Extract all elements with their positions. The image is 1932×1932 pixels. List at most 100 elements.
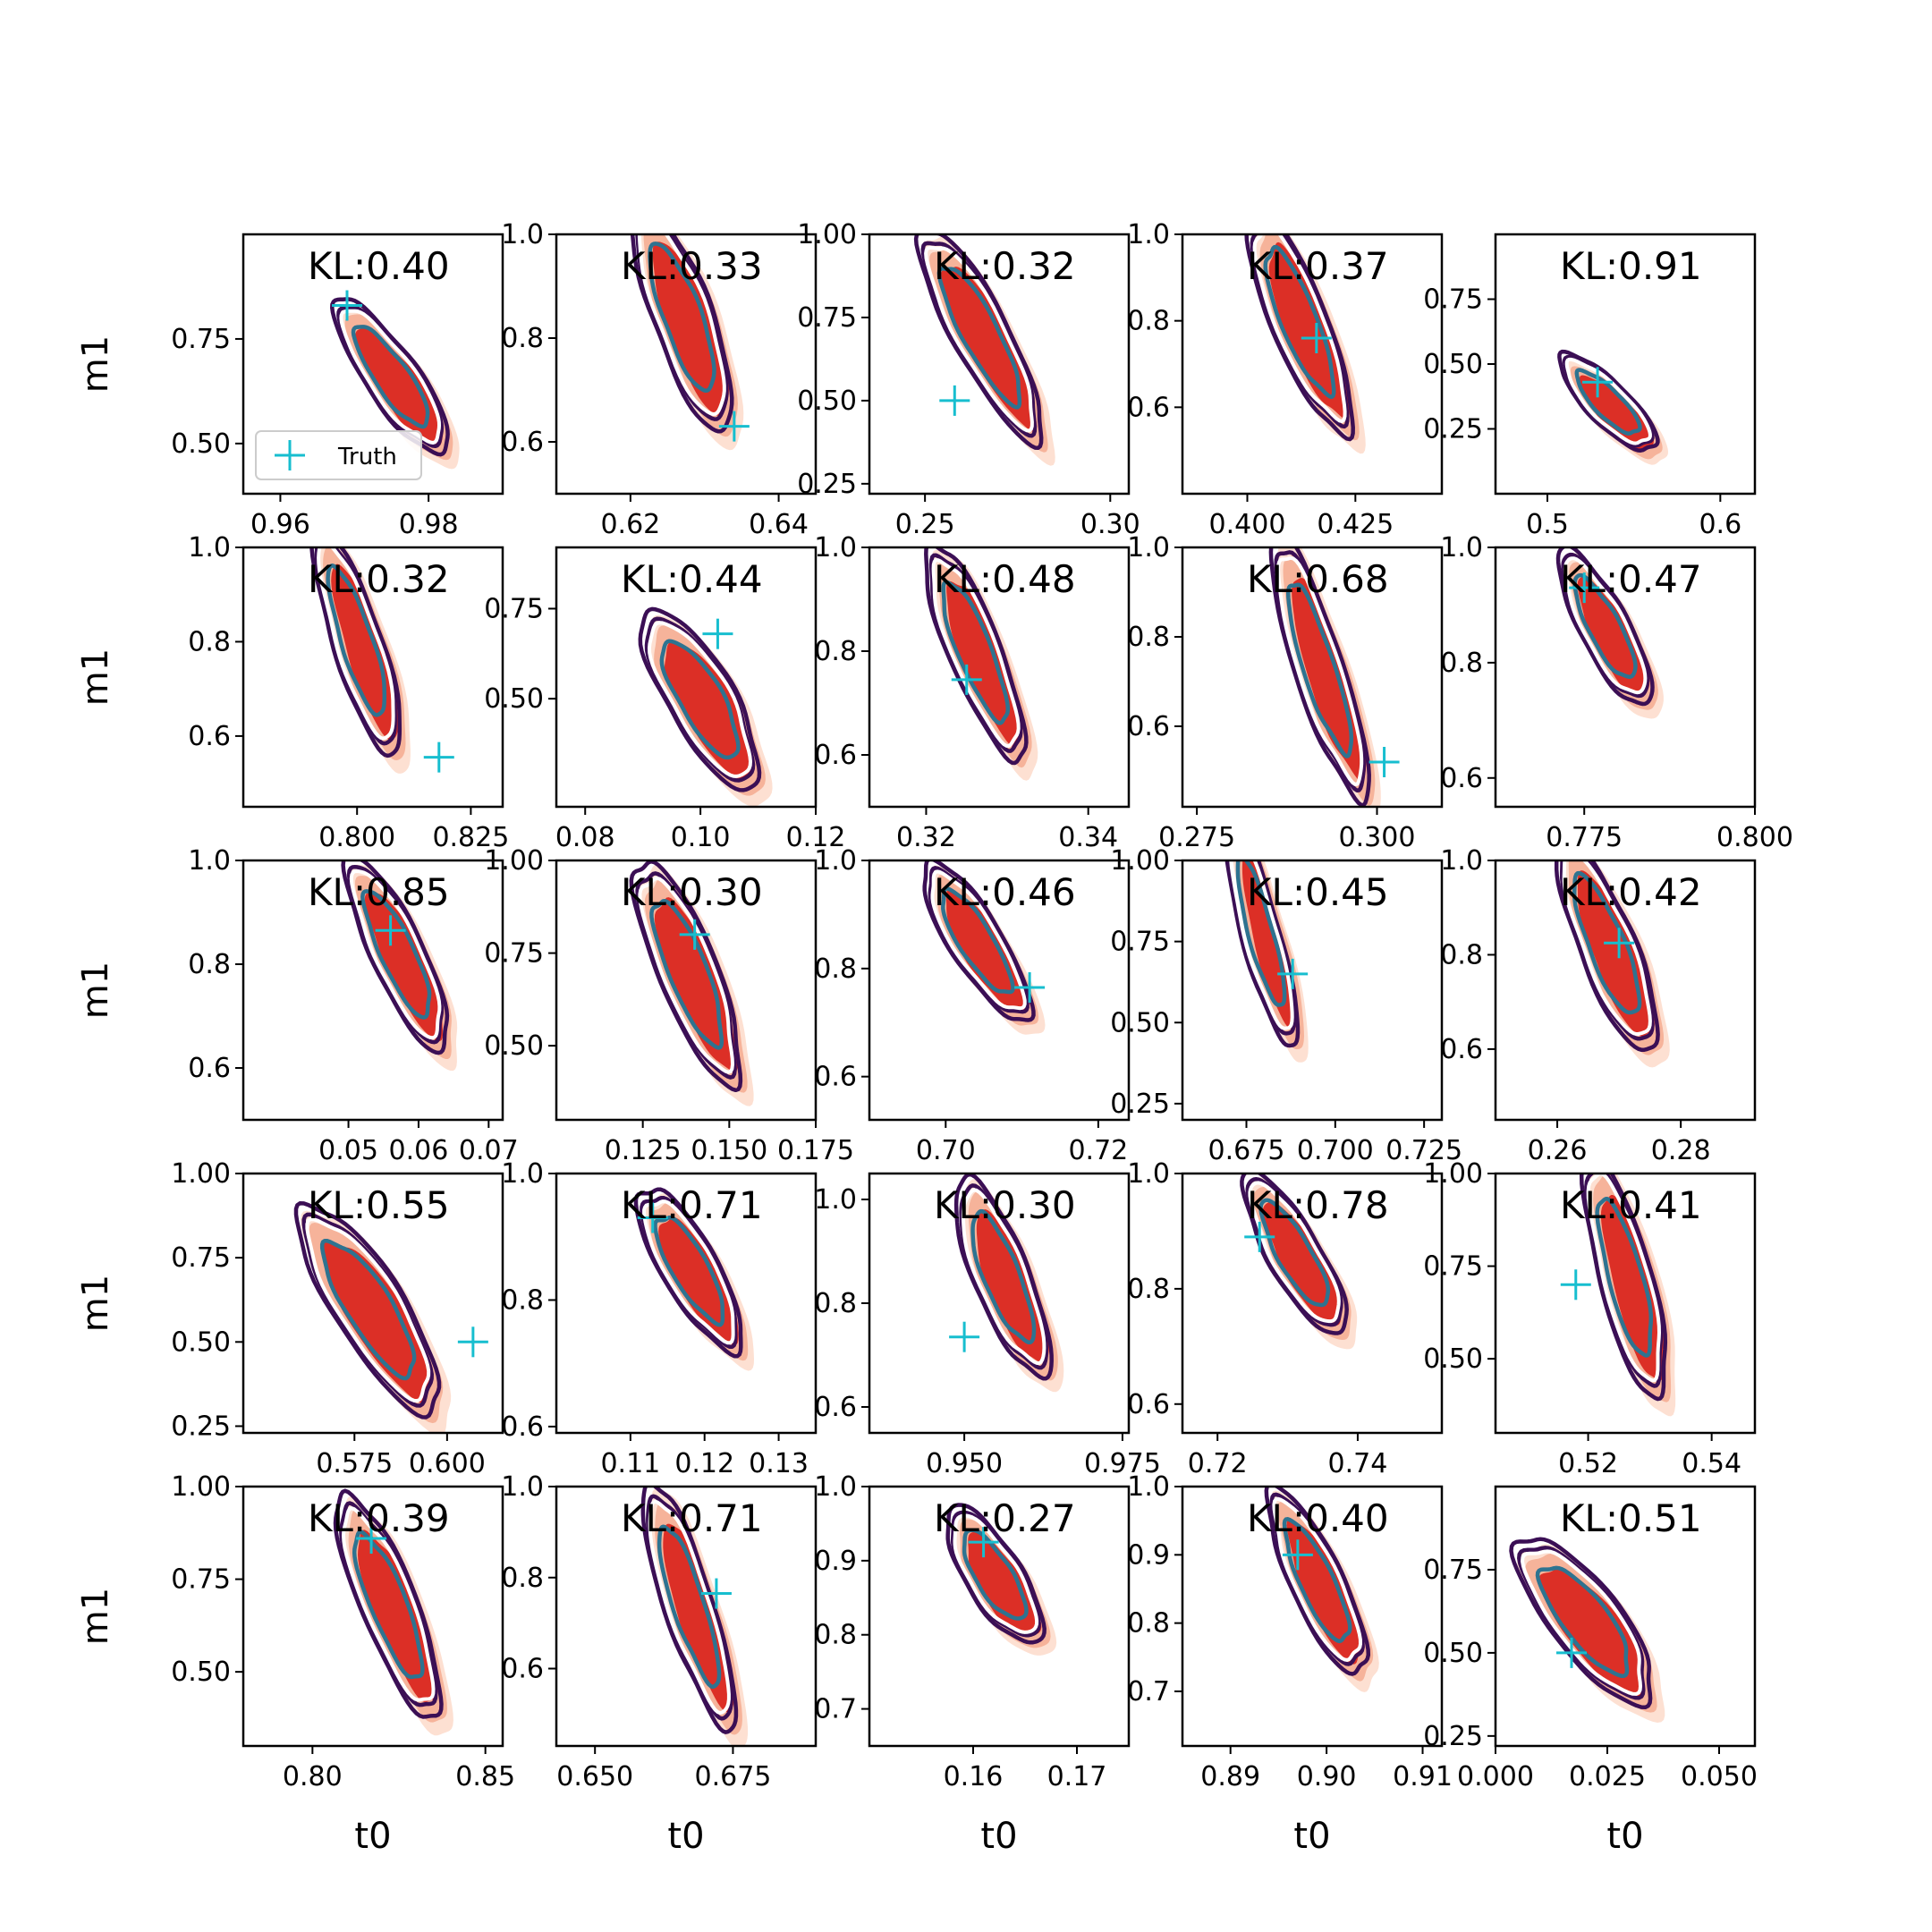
x-tick-label: 0.32 — [896, 822, 956, 853]
x-tick-label: 0.26 — [1528, 1135, 1588, 1166]
panel-contours — [1554, 860, 1670, 1068]
y-tick-label: 0.75 — [1110, 927, 1170, 958]
truth-marker — [1569, 572, 1600, 604]
x-tick-label: 0.13 — [749, 1448, 809, 1479]
y-tick-label: 0.75 — [171, 1564, 231, 1596]
y-tick-label: 0.50 — [171, 428, 231, 460]
x-tick-label: 0.06 — [389, 1135, 449, 1166]
contour-line-inner — [970, 1208, 1037, 1345]
x-tick-label: 0.650 — [556, 1761, 633, 1792]
kl-annotation: KL:0.44 — [621, 557, 763, 601]
x-tick-label: 0.54 — [1682, 1448, 1741, 1479]
fill-level-inner — [663, 1523, 734, 1713]
x-axis-label: t0 — [667, 1816, 704, 1857]
truth-marker — [679, 919, 710, 950]
kl-annotation: KL:0.41 — [1560, 1183, 1702, 1227]
panel-contours — [913, 234, 1055, 466]
panel: 0.25 0.30 0.25 0.50 0.75 1.00 KL:0.32 — [797, 219, 1140, 540]
x-tick-label: 0.91 — [1393, 1761, 1453, 1792]
contour-line-inner — [1572, 870, 1642, 1015]
x-tick-label: 0.5 — [1526, 509, 1569, 540]
y-tick-label: 0.8 — [1127, 306, 1170, 337]
panel-frame — [868, 1485, 1131, 1748]
panel: 0.950 0.975 0.6 0.8 1.0 KL:0.30 — [814, 1172, 1161, 1479]
y-tick-label: 0.75 — [171, 1242, 231, 1274]
panel-contours — [1240, 1174, 1358, 1350]
truth-marker — [423, 741, 454, 773]
x-tick-label: 0.050 — [1681, 1761, 1758, 1792]
y-tick-label: 0.8 — [188, 626, 231, 657]
panel: 0.775 0.800 0.6 0.8 1.0 KL:0.47 — [1440, 532, 1793, 853]
x-tick-label: 0.34 — [1058, 822, 1118, 853]
x-tick-label: 0.12 — [674, 1448, 734, 1479]
truth-marker — [702, 618, 733, 649]
contour-line-outer — [1224, 860, 1301, 1048]
y-tick-label: 0.8 — [1440, 939, 1483, 970]
panel-contours — [1264, 1487, 1379, 1692]
fill-level-inner — [1268, 242, 1350, 420]
panel-contours — [1560, 1174, 1676, 1417]
fill-level-inner — [1538, 1568, 1646, 1698]
y-axis-label: m1 — [75, 648, 116, 706]
contour-line-outer — [1579, 1174, 1668, 1402]
truth-marker — [951, 664, 982, 695]
panel: 0.05 0.06 0.07 0.6 0.8 1.0 KL:0.85 m1 — [75, 845, 519, 1166]
y-tick-label: 0.7 — [814, 1694, 857, 1725]
truth-marker — [700, 1578, 732, 1609]
y-tick-label: 0.75 — [797, 302, 857, 334]
panel: 0.5 0.6 0.25 0.50 0.75 KL:0.91 — [1423, 233, 1757, 540]
y-tick-label: 1.0 — [188, 845, 231, 877]
x-tick-label: 0.05 — [318, 1135, 378, 1166]
contour-line-inner — [360, 889, 432, 1020]
fill-level-inner — [945, 889, 1029, 1012]
y-tick-label: 1.00 — [171, 1471, 231, 1503]
contour-line-outer — [1557, 349, 1660, 453]
y-tick-label: 0.6 — [188, 721, 231, 752]
x-tick-label: 0.125 — [605, 1135, 682, 1166]
x-tick-label: 0.575 — [316, 1448, 393, 1479]
truth-marker — [375, 915, 406, 946]
contour-line-inner — [653, 1216, 725, 1327]
truth-marker — [1301, 323, 1332, 353]
x-axis-label: t0 — [980, 1816, 1017, 1857]
y-tick-label: 1.0 — [501, 1158, 544, 1190]
panel: 0.16 0.17 0.7 0.8 0.9 1.0 KL:0.27 t0 — [814, 1471, 1131, 1857]
panel-contours — [1268, 547, 1400, 807]
y-tick-label: 0.8 — [188, 949, 231, 980]
panel-frame — [242, 546, 504, 809]
contour-line-inner — [1574, 368, 1642, 436]
y-tick-label: 0.6 — [1127, 711, 1170, 742]
fill-level-inner — [968, 1531, 1042, 1637]
panel-frame — [1181, 546, 1444, 809]
contour-line-outer — [333, 1488, 444, 1719]
truth-marker — [637, 1202, 668, 1233]
x-tick-label: 0.17 — [1047, 1761, 1107, 1792]
fill-level-inner — [331, 564, 398, 740]
y-tick-label: 0.6 — [1440, 763, 1483, 794]
panel-frame — [1181, 1172, 1444, 1435]
contour-line-inner — [649, 898, 724, 1050]
contour-line-inner — [936, 267, 1022, 410]
y-tick-label: 0.6 — [188, 1053, 231, 1084]
x-tick-label: 0.775 — [1546, 822, 1623, 853]
contour-line-outer — [638, 606, 762, 792]
kl-annotation: KL:0.71 — [621, 1496, 763, 1540]
contour-line-mid — [1272, 1496, 1362, 1662]
y-tick-label: 0.50 — [1110, 1007, 1170, 1038]
panel-frame — [1494, 1485, 1757, 1748]
x-tick-label: 0.11 — [600, 1448, 660, 1479]
x-tick-label: 0.85 — [455, 1761, 515, 1792]
y-tick-label: 1.00 — [1423, 1158, 1483, 1190]
fill-level-inner — [976, 1209, 1049, 1363]
y-tick-label: 1.0 — [1440, 532, 1483, 564]
y-tick-label: 0.50 — [484, 683, 544, 715]
truth-marker — [1604, 928, 1635, 959]
y-tick-label: 0.8 — [814, 1620, 857, 1651]
contour-line-mid — [1248, 1181, 1341, 1324]
y-tick-label: 1.0 — [1127, 1471, 1170, 1503]
contour-line-outer — [1555, 547, 1655, 707]
contour-line-outer — [640, 1487, 739, 1734]
y-tick-label: 0.9 — [1127, 1539, 1170, 1571]
contour-line-outer — [341, 860, 450, 1055]
contour-line-inner — [648, 242, 716, 394]
